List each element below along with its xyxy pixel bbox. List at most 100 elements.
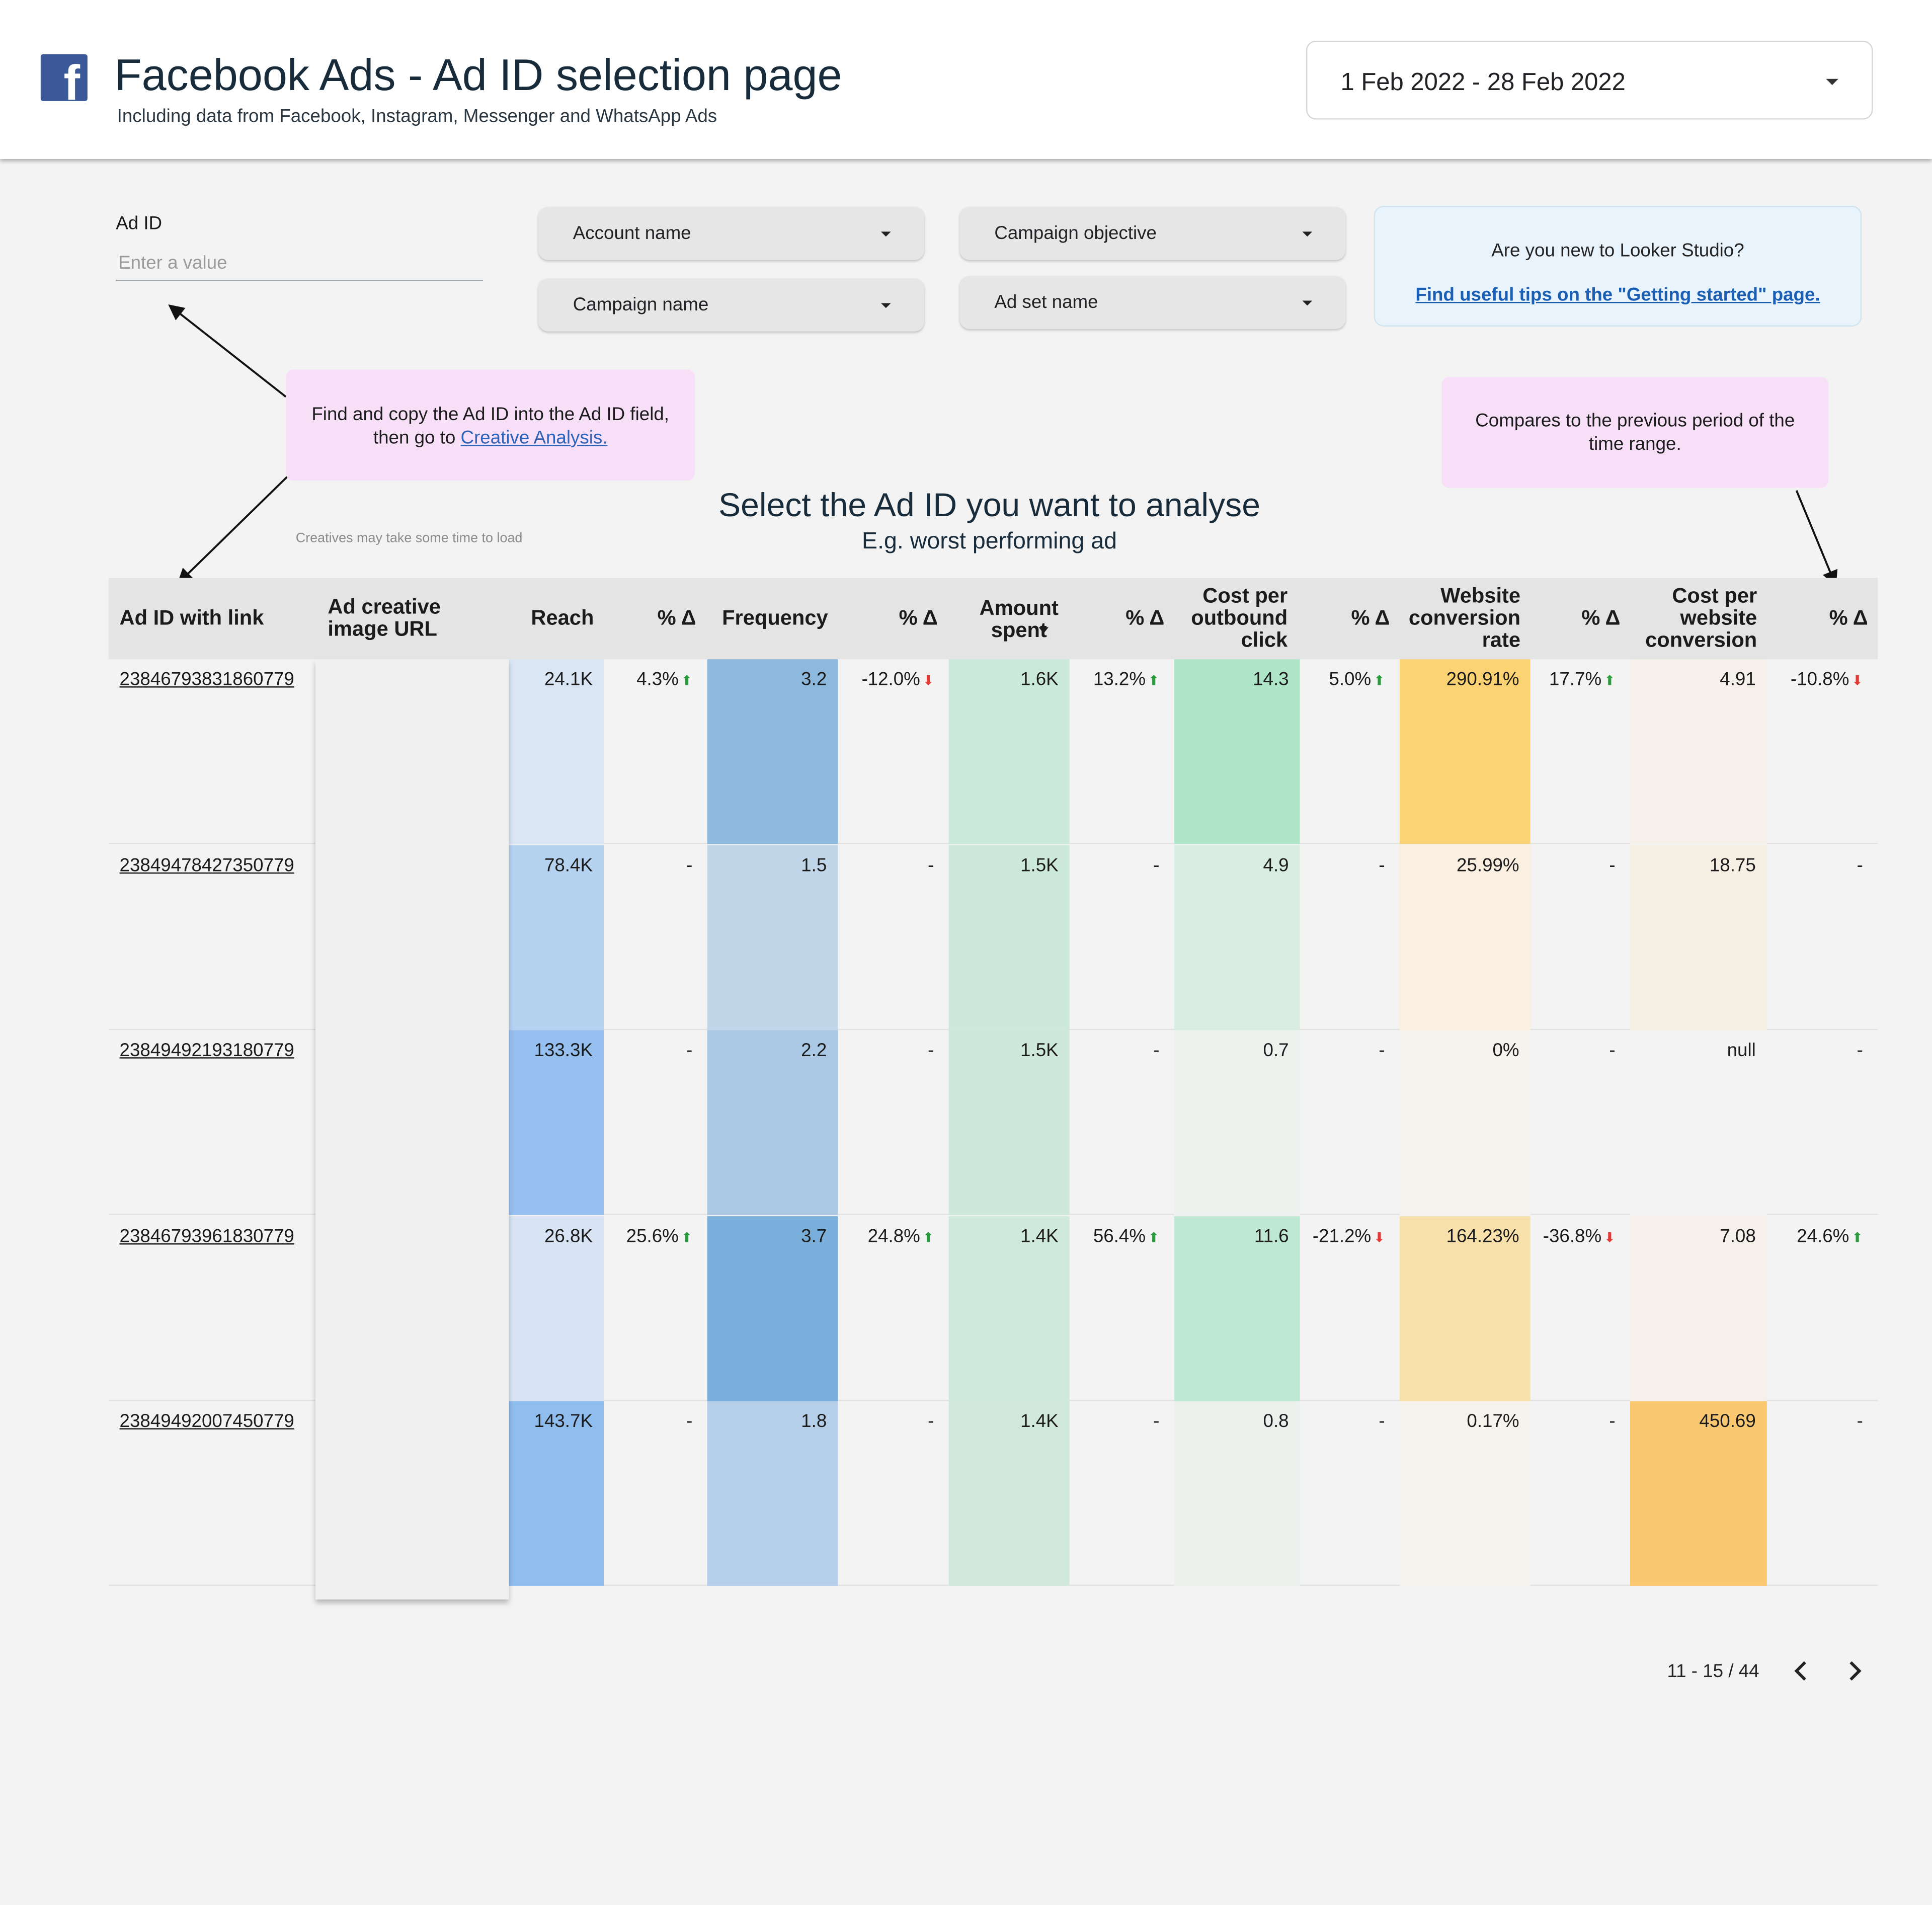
cell-cpconv-d: 24.6% ⬆ bbox=[1767, 1216, 1878, 1400]
campaign-objective-dropdown[interactable]: Campaign objective bbox=[959, 207, 1346, 260]
cell-cpconv-d: - bbox=[1767, 1030, 1878, 1215]
cell-spent-d: - bbox=[1070, 845, 1174, 1029]
cell-value: - bbox=[928, 1040, 934, 1061]
cell-cpconv: 18.75 bbox=[1630, 844, 1767, 1030]
col-reach[interactable]: Reach bbox=[531, 606, 594, 630]
table-row: 23849492193180779 133.3K - 2.2 - 1.5K - 0.7 - 0% -… bbox=[108, 1030, 1878, 1215]
ad-id-hint-text: Find and copy the Ad ID into the Ad ID f… bbox=[311, 404, 670, 449]
chevron-down-icon bbox=[881, 231, 891, 237]
cell-conv-d: - bbox=[1531, 1401, 1630, 1585]
looker-studio-info-box: Are you new to Looker Studio? Find usefu… bbox=[1374, 205, 1862, 327]
chevron-down-icon bbox=[1302, 231, 1313, 237]
table-row: 23846793831860779 24.1K 4.3% ⬆ 3.2 -12.0% ⬇ 1.6… bbox=[108, 659, 1878, 844]
cell-cpc: 4.9 bbox=[1174, 844, 1300, 1030]
chevron-right-icon[interactable] bbox=[1841, 1657, 1868, 1685]
ad-id-link[interactable]: 23849492007450779 bbox=[119, 1411, 294, 1432]
cell-value: 1.8 bbox=[801, 1411, 827, 1432]
cell-spent: 1.5K bbox=[948, 844, 1070, 1030]
col-cpc-delta[interactable]: % Δ bbox=[1351, 606, 1390, 630]
col-cost-conv-delta[interactable]: % Δ bbox=[1829, 606, 1868, 630]
cell-value: 0% bbox=[1492, 1040, 1519, 1061]
chevron-left-icon[interactable] bbox=[1788, 1657, 1815, 1685]
ad-id-input[interactable] bbox=[116, 246, 484, 281]
col-frequency[interactable]: Frequency bbox=[722, 606, 828, 630]
cell-value: - bbox=[1857, 1040, 1863, 1061]
arrow-down-icon: ⬇ bbox=[1852, 674, 1863, 689]
cell-cpc: 0.8 bbox=[1174, 1401, 1300, 1586]
cell-freq-d: - bbox=[838, 845, 948, 1029]
cell-conv-d: - bbox=[1531, 1030, 1630, 1215]
col-cost-per-click[interactable]: Cost per outbound click bbox=[1191, 584, 1288, 652]
ad-id-hint-note: Find and copy the Ad ID into the Ad ID f… bbox=[286, 369, 695, 481]
ad-set-name-label: Ad set name bbox=[994, 292, 1098, 313]
cell-ad-id: 23846793961830779 bbox=[109, 1216, 315, 1400]
table-row: 23846793961830779 26.8K 25.6% ⬆ 3.7 24.8% ⬆ 1.4… bbox=[108, 1215, 1878, 1401]
date-range-picker[interactable]: 1 Feb 2022 - 28 Feb 2022 bbox=[1306, 40, 1873, 120]
cell-spent: 1.4K bbox=[948, 1401, 1070, 1586]
cell-cpconv: null bbox=[1630, 1030, 1767, 1215]
cell-value: 1.5K bbox=[1020, 1040, 1059, 1061]
cell-value: 25.6% bbox=[626, 1225, 679, 1247]
arrow-up-icon: ⬆ bbox=[922, 1230, 934, 1245]
campaign-objective-label: Campaign objective bbox=[994, 223, 1157, 244]
cell-value: 2.2 bbox=[801, 1040, 827, 1061]
cell-value: 5.0% bbox=[1329, 669, 1372, 690]
cell-ad-id: 23849492193180779 bbox=[109, 1030, 315, 1215]
creative-analysis-link[interactable]: Creative Analysis. bbox=[460, 427, 608, 449]
cell-conv: 0.17% bbox=[1400, 1401, 1531, 1586]
cell-spent-d: - bbox=[1070, 1030, 1174, 1215]
cell-value: -10.8% bbox=[1790, 669, 1849, 690]
cell-value: 25.99% bbox=[1457, 854, 1519, 876]
cell-value: 4.91 bbox=[1720, 669, 1756, 690]
ad-set-name-dropdown[interactable]: Ad set name bbox=[959, 276, 1346, 329]
ad-id-link[interactable]: 23849492193180779 bbox=[119, 1040, 294, 1061]
ad-id-link[interactable]: 23846793831860779 bbox=[119, 669, 294, 690]
col-reach-delta[interactable]: % Δ bbox=[657, 606, 696, 630]
col-amount-spent-label: Amount spent bbox=[979, 596, 1059, 642]
col-website-conversion-rate[interactable]: Website conversion rate bbox=[1408, 584, 1521, 652]
cell-value: 0.17% bbox=[1467, 1411, 1519, 1432]
col-creative[interactable]: Ad creative image URL bbox=[328, 595, 441, 641]
cell-value: - bbox=[1609, 854, 1616, 876]
cell-cpc-d: - bbox=[1300, 845, 1400, 1029]
cell-freq: 3.7 bbox=[707, 1215, 838, 1401]
cell-spent-d: - bbox=[1070, 1401, 1174, 1585]
campaign-name-dropdown[interactable]: Campaign name bbox=[538, 278, 924, 332]
ad-id-link[interactable]: 23849478427350779 bbox=[119, 854, 294, 876]
col-frequency-delta[interactable]: % Δ bbox=[899, 606, 938, 630]
header-bar: f Facebook Ads - Ad ID selection page In… bbox=[0, 0, 1932, 159]
arrow-up-icon: ⬆ bbox=[1374, 674, 1385, 689]
cell-value: 13.2% bbox=[1093, 669, 1146, 690]
cell-reach-d: - bbox=[604, 845, 707, 1029]
getting-started-link[interactable]: Find useful tips on the "Getting started… bbox=[1415, 284, 1820, 306]
cell-value: 11.6 bbox=[1254, 1225, 1289, 1247]
account-name-label: Account name bbox=[573, 223, 691, 244]
col-conv-rate-delta[interactable]: % Δ bbox=[1581, 606, 1621, 630]
account-name-dropdown[interactable]: Account name bbox=[538, 207, 924, 260]
col-amount-spent[interactable]: Amount spent bbox=[976, 578, 1087, 660]
cell-freq: 3.2 bbox=[707, 659, 838, 844]
col-cost-per-conversion[interactable]: Cost per website conversion bbox=[1645, 584, 1757, 652]
arrow-up-icon: ⬆ bbox=[1148, 1230, 1160, 1245]
cell-reach-d: 4.3% ⬆ bbox=[604, 659, 707, 844]
campaign-name-label: Campaign name bbox=[573, 294, 709, 315]
cell-reach: 26.8K bbox=[509, 1215, 604, 1401]
date-range-value: 1 Feb 2022 - 28 Feb 2022 bbox=[1340, 69, 1626, 97]
table-row: 23849492007450779 143.7K - 1.8 - 1.4K - 0.8 - 0.1… bbox=[108, 1401, 1878, 1586]
cell-cpc: 14.3 bbox=[1174, 659, 1300, 844]
cell-freq: 1.5 bbox=[707, 844, 838, 1030]
cell-cpconv-d: -10.8% ⬇ bbox=[1767, 659, 1878, 844]
ad-id-link[interactable]: 23846793961830779 bbox=[119, 1225, 294, 1247]
arrow-up-icon: ⬆ bbox=[681, 1230, 693, 1245]
arrow-down-icon: ⬇ bbox=[1374, 1230, 1385, 1245]
col-spent-delta[interactable]: % Δ bbox=[1125, 606, 1165, 630]
section-title: Select the Ad ID you want to analyse bbox=[718, 487, 1261, 524]
cell-freq-d: -12.0% ⬇ bbox=[838, 659, 948, 844]
cell-value: 18.75 bbox=[1709, 854, 1756, 876]
col-ad-id[interactable]: Ad ID with link bbox=[119, 606, 264, 630]
cell-freq: 2.2 bbox=[707, 1030, 838, 1215]
cell-value: -36.8% bbox=[1543, 1225, 1602, 1247]
cell-value: - bbox=[1609, 1040, 1616, 1061]
cell-cpc: 0.7 bbox=[1174, 1030, 1300, 1215]
